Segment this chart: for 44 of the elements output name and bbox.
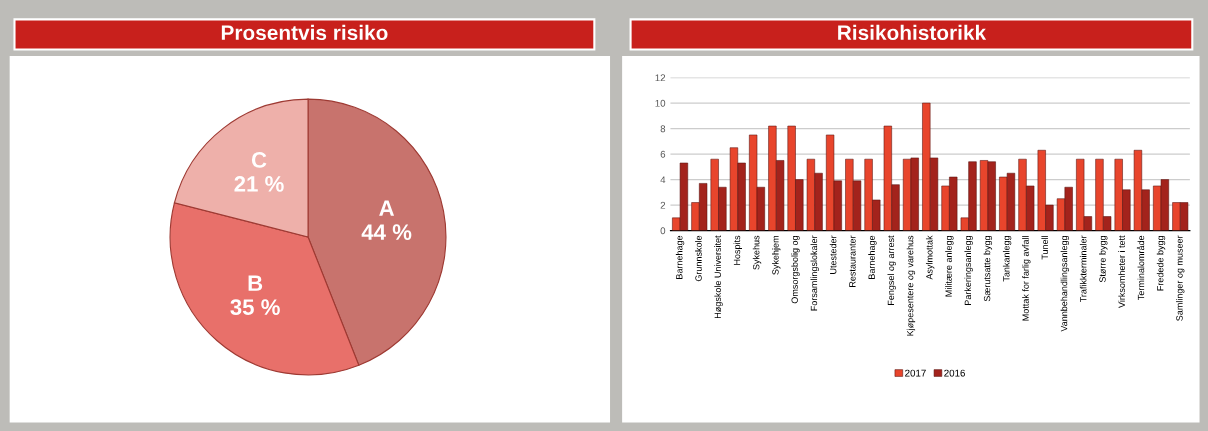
x-tick-label: Kjøpesentere og varehus	[906, 235, 916, 336]
x-tick-label: Fengsel og arrest	[887, 235, 896, 305]
x-tick-label: Barnehage	[868, 235, 877, 279]
x-tick-label: Tankanlegg	[1002, 236, 1012, 282]
y-tick-label: 6	[660, 150, 666, 158]
chart-title: Prosentvis risiko	[221, 24, 388, 41]
slice-label: A	[379, 200, 395, 216]
x-tick-label: Terminalområde	[1136, 235, 1145, 300]
x-tick-label: Høgskole Universitet	[714, 235, 723, 318]
x-tick-label: Mottak for farlig avfall	[1022, 236, 1031, 321]
x-tick-label: Særutsatte bygg	[983, 236, 993, 302]
legend-label: 2017	[905, 369, 926, 377]
x-tick-label: Virksomheter i tett	[1118, 235, 1125, 308]
x-tick-label: Restauranter	[849, 235, 856, 287]
slice-label: B	[248, 275, 263, 291]
x-tick-label: Asylmottak	[925, 235, 935, 280]
y-tick-label: 0	[660, 227, 666, 235]
x-tick-label: Trafikkterminaler	[1079, 235, 1087, 303]
x-tick-label: Større bygg	[1099, 236, 1108, 283]
slice-label: C	[251, 152, 267, 168]
x-tick-label: Omsorgsbolig og	[791, 236, 800, 304]
x-tick-label: Vannbehandlingsanlegg	[1060, 236, 1070, 332]
y-tick-label: 4	[660, 176, 666, 184]
x-tick-label: Hospits	[733, 235, 742, 265]
x-tick-label: Forsamlingslokaler	[810, 235, 819, 311]
x-tick-label: Parkeringsanlegg	[964, 236, 973, 305]
x-tick-label: Samlinger og museer	[1176, 235, 1185, 321]
x-tick-label: Fredede bygg	[1156, 236, 1166, 291]
x-tick-label: Barnehage	[675, 235, 685, 279]
x-tick-label: Sykehus	[752, 235, 762, 270]
x-tick-label: Grunnskole	[695, 235, 702, 282]
y-tick-label: 2	[660, 201, 666, 209]
legend-label: 2016	[944, 369, 965, 377]
y-tick-label: 10	[655, 99, 666, 107]
data-label: 35 %	[230, 299, 280, 316]
y-tick-label: 12	[655, 74, 666, 82]
x-tick-label: Utesteder	[829, 235, 837, 274]
chart-title: Risikohistorikk	[838, 24, 987, 41]
x-tick-label: Militære anlegg	[945, 236, 954, 297]
data-label: 21 %	[234, 176, 284, 192]
x-tick-label: Tunell	[1041, 236, 1049, 260]
x-tick-label: Sykehjem	[772, 236, 781, 275]
data-label: 44 %	[361, 224, 412, 240]
y-tick-label: 8	[660, 125, 666, 133]
